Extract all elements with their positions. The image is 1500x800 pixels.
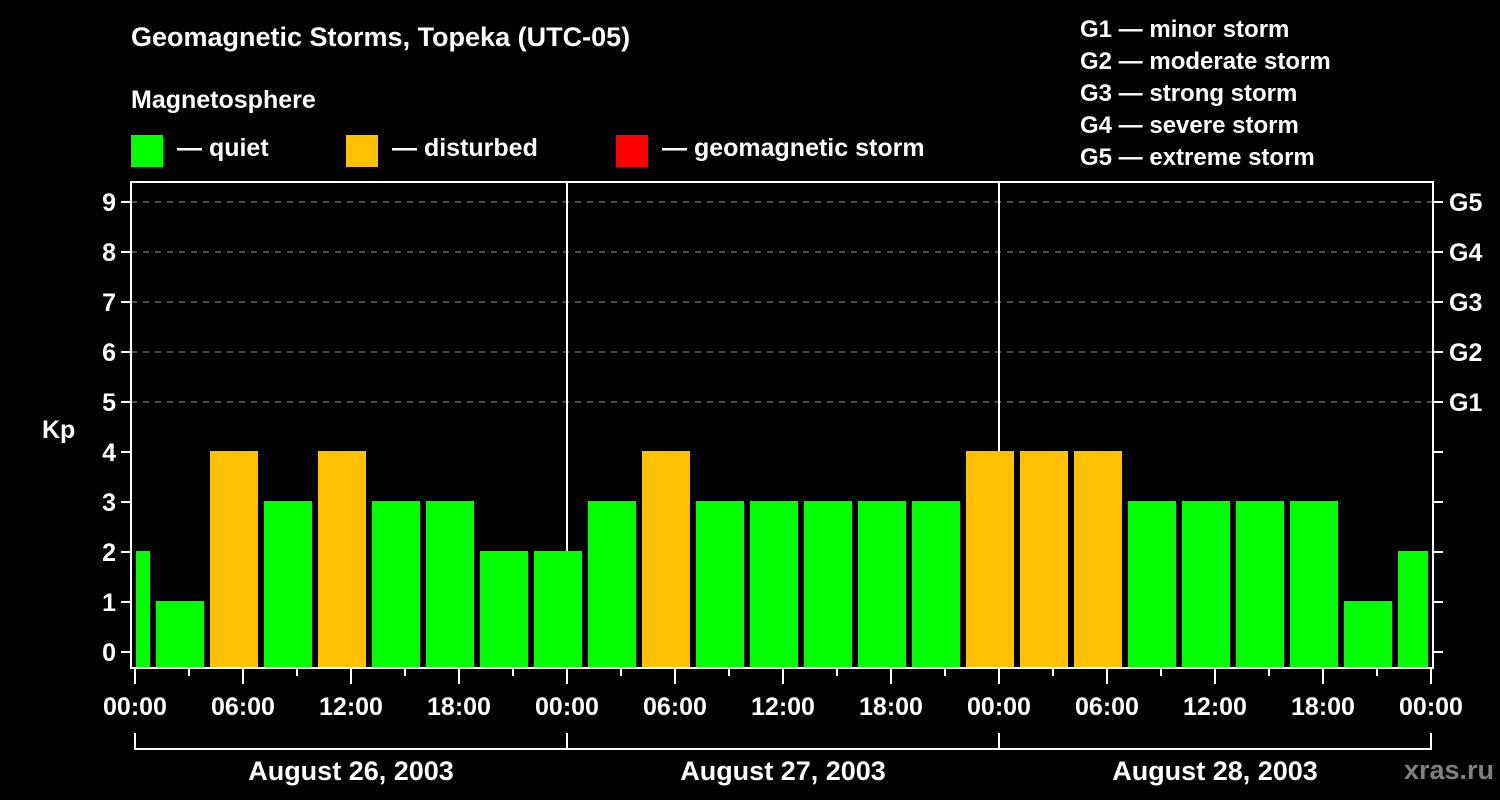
g-scale-label: G3	[1449, 289, 1482, 317]
kp-bar	[372, 501, 420, 668]
quiet-swatch-icon	[131, 135, 163, 167]
kp-bar	[696, 501, 744, 668]
grid-lines	[131, 201, 1433, 403]
legend-label-storm: — geomagnetic storm	[662, 133, 925, 162]
kp-bar	[1128, 501, 1176, 668]
kp-bar	[1182, 501, 1230, 668]
day-label: August 26, 2003	[248, 756, 454, 786]
y-tick-label: 4	[102, 439, 116, 467]
legend-label-disturbed: — disturbed	[392, 133, 538, 162]
legend-item-disturbed: — disturbed	[346, 133, 538, 167]
g-scale-label: G5	[1449, 189, 1482, 217]
kp-bar	[1290, 501, 1338, 668]
x-tick-label: 06:00	[643, 693, 707, 721]
x-tick-label: 00:00	[535, 693, 599, 721]
kp-bars	[136, 451, 1428, 668]
y-tick-label: 1	[102, 589, 116, 617]
y-axis-kp: 0 1 2 3 4 5 6 7 8 9 Kp	[42, 189, 131, 667]
x-tick-label: 18:00	[1291, 693, 1355, 721]
day-label: August 27, 2003	[680, 756, 886, 786]
kp-bar	[1020, 451, 1068, 668]
g-scale-g4: G4 — severe storm	[1080, 112, 1299, 139]
watermark: xras.ru	[1403, 755, 1494, 785]
y-tick-label: 9	[102, 189, 116, 217]
g-scale-legend: G1 — minor storm G2 — moderate storm G3 …	[1080, 14, 1331, 174]
day-label: August 28, 2003	[1112, 756, 1318, 786]
storm-swatch-icon	[616, 135, 648, 167]
g-scale-g5: G5 — extreme storm	[1080, 144, 1315, 171]
y-tick-label: 8	[102, 239, 116, 267]
x-tick-label: 18:00	[859, 693, 923, 721]
kp-bar	[588, 501, 636, 668]
kp-bar	[318, 451, 366, 668]
g-scale-label: G2	[1449, 339, 1482, 367]
x-tick-label: 12:00	[751, 693, 815, 721]
g-scale-g1: G1 — minor storm	[1080, 16, 1290, 43]
g-scale-label: G4	[1449, 239, 1482, 267]
y-tick-label: 6	[102, 339, 116, 367]
x-tick-label: 12:00	[319, 693, 383, 721]
kp-bar	[642, 451, 690, 668]
legend-item-quiet: — quiet	[131, 133, 269, 167]
legend-subtitle: Magnetosphere	[131, 86, 316, 114]
kp-bar	[1344, 601, 1392, 668]
x-axis-time: 00:00 06:00 12:00 18:00 00:00 06:00 12:00 18:00…	[103, 668, 1463, 721]
kp-bar	[210, 451, 258, 668]
y-axis-g-scale: G1 G2 G3 G4 G5	[1433, 189, 1482, 653]
y-tick-label: 3	[102, 489, 116, 517]
kp-bar	[136, 551, 150, 668]
y-tick-label: 5	[102, 389, 116, 417]
kp-bar	[858, 501, 906, 668]
g-scale-g3: G3 — strong storm	[1080, 80, 1298, 107]
y-tick-label: 2	[102, 539, 116, 567]
y-tick-label: 7	[102, 289, 116, 317]
chart-title: Geomagnetic Storms, Topeka (UTC-05)	[131, 22, 631, 52]
kp-bar	[264, 501, 312, 668]
kp-bar	[534, 551, 582, 668]
x-tick-label: 06:00	[1075, 693, 1139, 721]
legend-label-quiet: — quiet	[177, 133, 269, 162]
g-scale-g2: G2 — moderate storm	[1080, 48, 1331, 75]
kp-bar	[1074, 451, 1122, 668]
x-tick-label: 00:00	[1399, 693, 1463, 721]
x-tick-label: 12:00	[1183, 693, 1247, 721]
kp-bar	[804, 501, 852, 668]
disturbed-swatch-icon	[346, 135, 378, 167]
y-tick-label: 0	[102, 639, 116, 667]
x-tick-label: 06:00	[211, 693, 275, 721]
x-tick-label: 18:00	[427, 693, 491, 721]
kp-bar	[1236, 501, 1284, 668]
kp-bar	[912, 501, 960, 668]
kp-bar	[156, 601, 204, 668]
g-scale-label: G1	[1449, 389, 1482, 417]
x-tick-label: 00:00	[103, 693, 167, 721]
kp-bar	[480, 551, 528, 668]
kp-bar	[1398, 551, 1428, 668]
day-brackets: August 26, 2003 August 27, 2003 August 28,…	[134, 733, 1432, 786]
kp-bar	[966, 451, 1014, 668]
y-axis-label: Kp	[42, 416, 75, 444]
x-tick-label: 00:00	[967, 693, 1031, 721]
kp-bar	[750, 501, 798, 668]
legend-item-storm: — geomagnetic storm	[616, 133, 925, 167]
kp-bar	[426, 501, 474, 668]
